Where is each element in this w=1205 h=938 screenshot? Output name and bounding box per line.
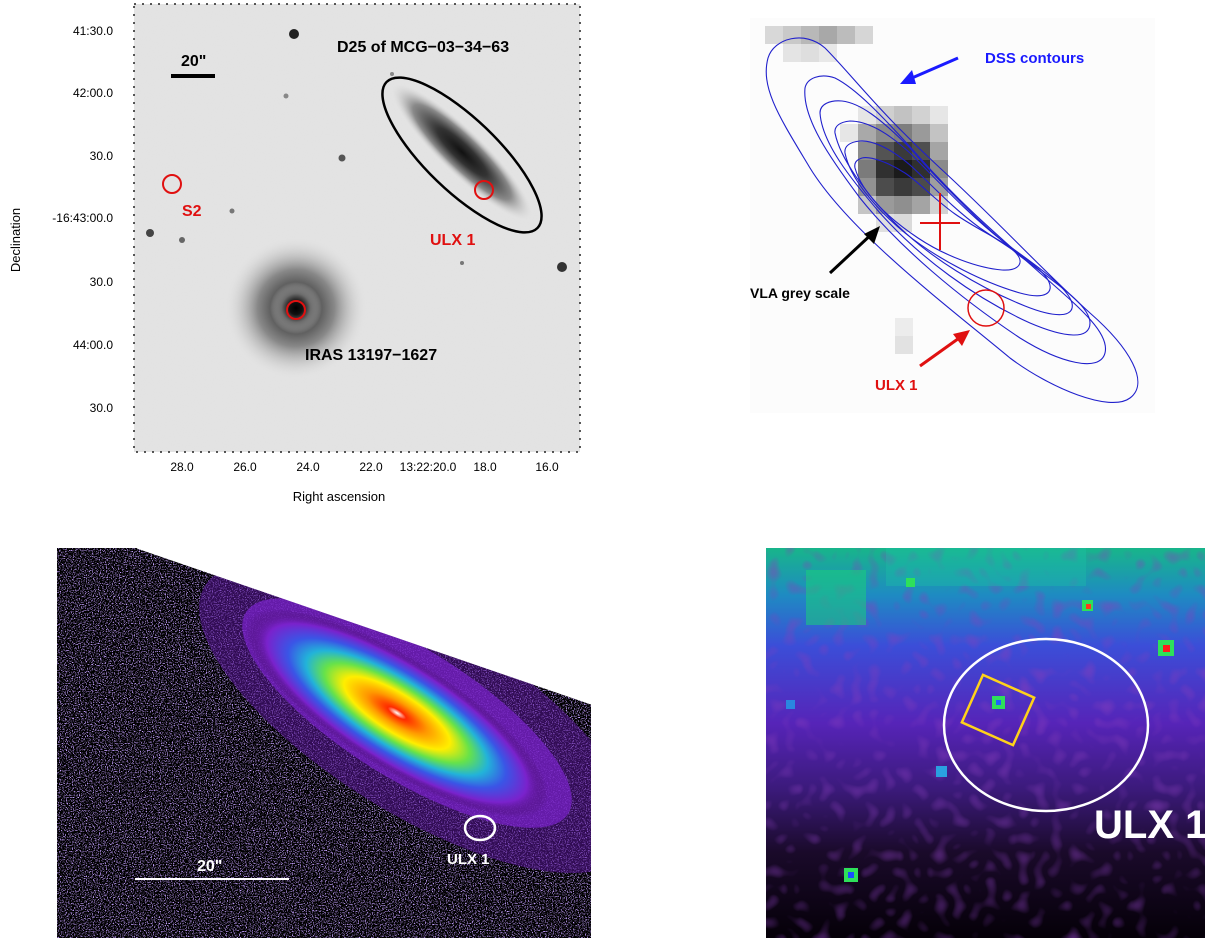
x-tick: 22.0	[359, 460, 383, 474]
mcg-galaxy	[391, 84, 533, 220]
s2-marker	[162, 174, 182, 194]
x-tick: 26.0	[233, 460, 257, 474]
ulx1-label: ULX 1	[430, 232, 475, 249]
s2-label: S2	[182, 203, 202, 220]
y-tick: -16:43:00.0	[52, 211, 113, 225]
ulx1-marker	[463, 814, 497, 842]
ulx1-error-circle	[942, 637, 1150, 813]
ulx-arrow	[919, 334, 963, 368]
ulx1-label: ULX 1	[447, 851, 490, 868]
ulx1-label: ULX 1	[875, 377, 918, 394]
d25-ellipse	[381, 76, 543, 234]
galaxy-core	[245, 609, 549, 817]
star	[289, 29, 299, 39]
x-tick-labels: 28.0 26.0 24.0 22.0 13:22:20.0 18.0 16.0	[170, 460, 559, 474]
scale-bar-label: 20"	[197, 858, 222, 875]
dss-contours	[765, 37, 1139, 403]
scale-bar-label: 20"	[181, 53, 206, 70]
ulx1-marker	[474, 180, 494, 200]
panel-a-dss-image: 20" D25 of MCG−03−34−63 ULX 1 S2 IRAS 13…	[8, 3, 581, 504]
y-tick: 30.0	[90, 149, 114, 163]
panel-d-closeup: ULX 1	[766, 548, 1205, 938]
counterpart-box	[960, 673, 1036, 747]
x-tick: 28.0	[170, 460, 194, 474]
panel-c-color-image: ULX 1 20"	[57, 548, 591, 938]
ulx1-marker	[967, 289, 1005, 327]
vla-grey-pixels-top	[765, 26, 873, 62]
x-tick: 24.0	[296, 460, 320, 474]
galaxy-label: D25 of MCG−03−34−63	[337, 39, 509, 56]
y-tick: 42:00.0	[73, 86, 113, 100]
vla-grey-scale-label: VLA grey scale	[750, 285, 850, 301]
vla-arrow	[828, 229, 877, 275]
y-axis-label: Declination	[8, 208, 23, 272]
ulx1-label: ULX 1	[1094, 803, 1205, 847]
iras-marker	[286, 300, 306, 320]
dss-contours-label: DSS contours	[985, 50, 1084, 67]
x-tick: 13:22:20.0	[400, 460, 457, 474]
y-tick-labels: 41:30.0 42:00.0 30.0 -16:43:00.0 30.0 44…	[52, 24, 113, 415]
y-tick: 41:30.0	[73, 24, 113, 38]
panel-b-contour-map: DSS contours VLA grey scale ULX 1	[750, 18, 1155, 413]
x-tick: 16.0	[535, 460, 559, 474]
x-axis-label: Right ascension	[293, 489, 386, 504]
iras-label: IRAS 13197−1627	[305, 347, 437, 364]
y-tick: 30.0	[90, 275, 114, 289]
y-tick: 30.0	[90, 401, 114, 415]
y-tick: 44:00.0	[73, 338, 113, 352]
x-tick: 18.0	[473, 460, 497, 474]
point-sources	[786, 578, 1174, 882]
